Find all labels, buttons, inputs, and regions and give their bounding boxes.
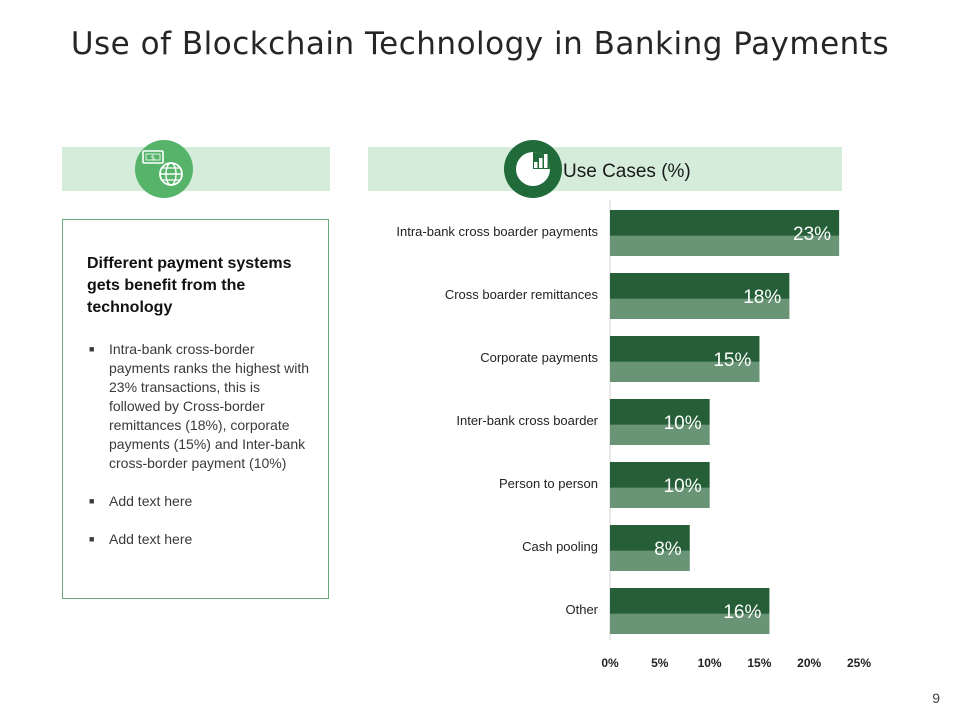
bullet-text: Intra-bank cross-border payments ranks t… (109, 341, 309, 471)
bullet-text: Add text here (109, 531, 193, 547)
x-tick-label-3: 15% (747, 656, 771, 670)
bar-top-4 (610, 462, 710, 488)
category-label-4: Person to person (499, 476, 598, 491)
category-label-0: Intra-bank cross boarder payments (396, 224, 598, 239)
x-tick-label-2: 10% (698, 656, 722, 670)
page-number: 9 (932, 690, 940, 706)
bar-bottom-2 (612, 361, 760, 382)
bar-pie-chart-icon (504, 140, 562, 198)
slide-title: Use of Blockchain Technology in Banking … (70, 26, 890, 62)
data-label-0: 23% (793, 224, 831, 245)
money-globe-icon: $ (135, 140, 193, 198)
category-label-3: Inter-bank cross boarder (456, 413, 598, 428)
bar-bottom-0 (612, 235, 840, 256)
data-label-3: 10% (664, 413, 702, 434)
category-label-5: Cash pooling (522, 539, 598, 554)
category-label-6: Other (565, 602, 598, 617)
svg-text:$: $ (151, 154, 155, 162)
right-header-band (368, 147, 842, 191)
description-box: Different payment systems gets benefit f… (62, 219, 329, 599)
left-header-band (62, 147, 330, 191)
description-heading: Different payment systems gets benefit f… (87, 255, 292, 316)
bullet-square-icon: ■ (89, 534, 95, 544)
bar-top-1 (610, 273, 790, 299)
x-tick-label-4: 20% (797, 656, 821, 670)
bullet-square-icon: ■ (89, 496, 95, 506)
use-cases-label: Use Cases (%) (563, 161, 691, 182)
bullet-item: ■ Intra-bank cross-border payments ranks … (89, 340, 309, 473)
bar-bottom-5 (612, 550, 690, 571)
x-tick-label-0: 0% (601, 656, 619, 670)
category-label-1: Cross boarder remittances (445, 287, 599, 302)
bullet-text: Add text here (109, 493, 193, 509)
bar-top-0 (610, 210, 840, 236)
data-label-1: 18% (743, 287, 781, 308)
bar-bottom-1 (612, 298, 790, 319)
category-label-2: Corporate payments (480, 350, 598, 365)
bar-bottom-6 (612, 613, 770, 634)
data-label-4: 10% (664, 476, 702, 497)
data-label-6: 16% (723, 602, 761, 623)
bar-bottom-4 (612, 487, 710, 508)
data-label-2: 15% (713, 350, 751, 371)
bar-top-6 (610, 588, 770, 614)
bar-top-2 (610, 336, 760, 362)
x-tick-label-5: 25% (847, 656, 871, 670)
bar-top-3 (610, 399, 710, 425)
bullet-item: ■ Add text here (89, 530, 309, 549)
bullet-square-icon: ■ (89, 344, 95, 354)
bar-top-5 (610, 525, 690, 551)
bullet-list: ■ Intra-bank cross-border payments ranks … (89, 340, 309, 568)
bar-bottom-3 (612, 424, 710, 445)
bullet-item: ■ Add text here (89, 492, 309, 511)
x-tick-label-1: 5% (651, 656, 669, 670)
data-label-5: 8% (654, 539, 682, 560)
